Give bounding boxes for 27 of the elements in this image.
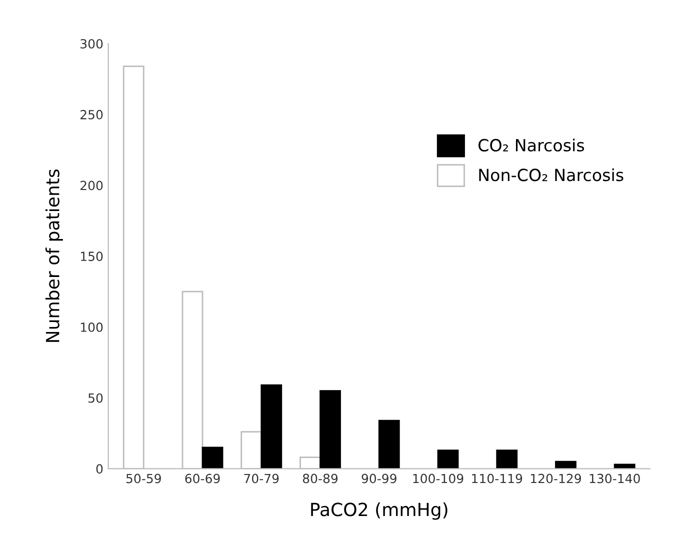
x-tick-label: 100-109	[413, 474, 464, 484]
x-axis-title: PaCO2 (mmHg)	[311, 502, 448, 520]
x-tick-label: 70-79	[244, 474, 279, 484]
x-tick-label: 130-140	[590, 474, 640, 484]
bar	[320, 390, 341, 469]
x-tick-label: 50-59	[126, 474, 161, 484]
y-tick-label: 50	[88, 393, 103, 403]
y-tick-label: 300	[80, 39, 103, 49]
y-axis-title: Number of patients	[45, 169, 63, 342]
bar	[378, 420, 400, 469]
bar	[260, 384, 282, 469]
bar	[496, 450, 518, 469]
legend-label: Non-CO₂ Narcosis	[479, 168, 624, 182]
y-tick-label: 150	[80, 252, 103, 262]
bar	[437, 450, 459, 469]
y-tick-label: 100	[80, 322, 103, 332]
bar	[555, 460, 576, 469]
x-tick-label: 90-99	[362, 474, 396, 484]
x-tick-label: 110-119	[472, 474, 522, 484]
y-tick-label: 200	[80, 180, 103, 190]
y-tick-label: 250	[80, 110, 103, 120]
x-tick-label: 80-89	[302, 474, 338, 484]
bar	[202, 446, 224, 469]
y-tick-label: 0	[96, 464, 103, 474]
x-tick-label: 60-69	[185, 474, 220, 484]
x-tick-label: 120-129	[530, 474, 581, 484]
legend-label: CO₂ Narcosis	[478, 138, 584, 152]
